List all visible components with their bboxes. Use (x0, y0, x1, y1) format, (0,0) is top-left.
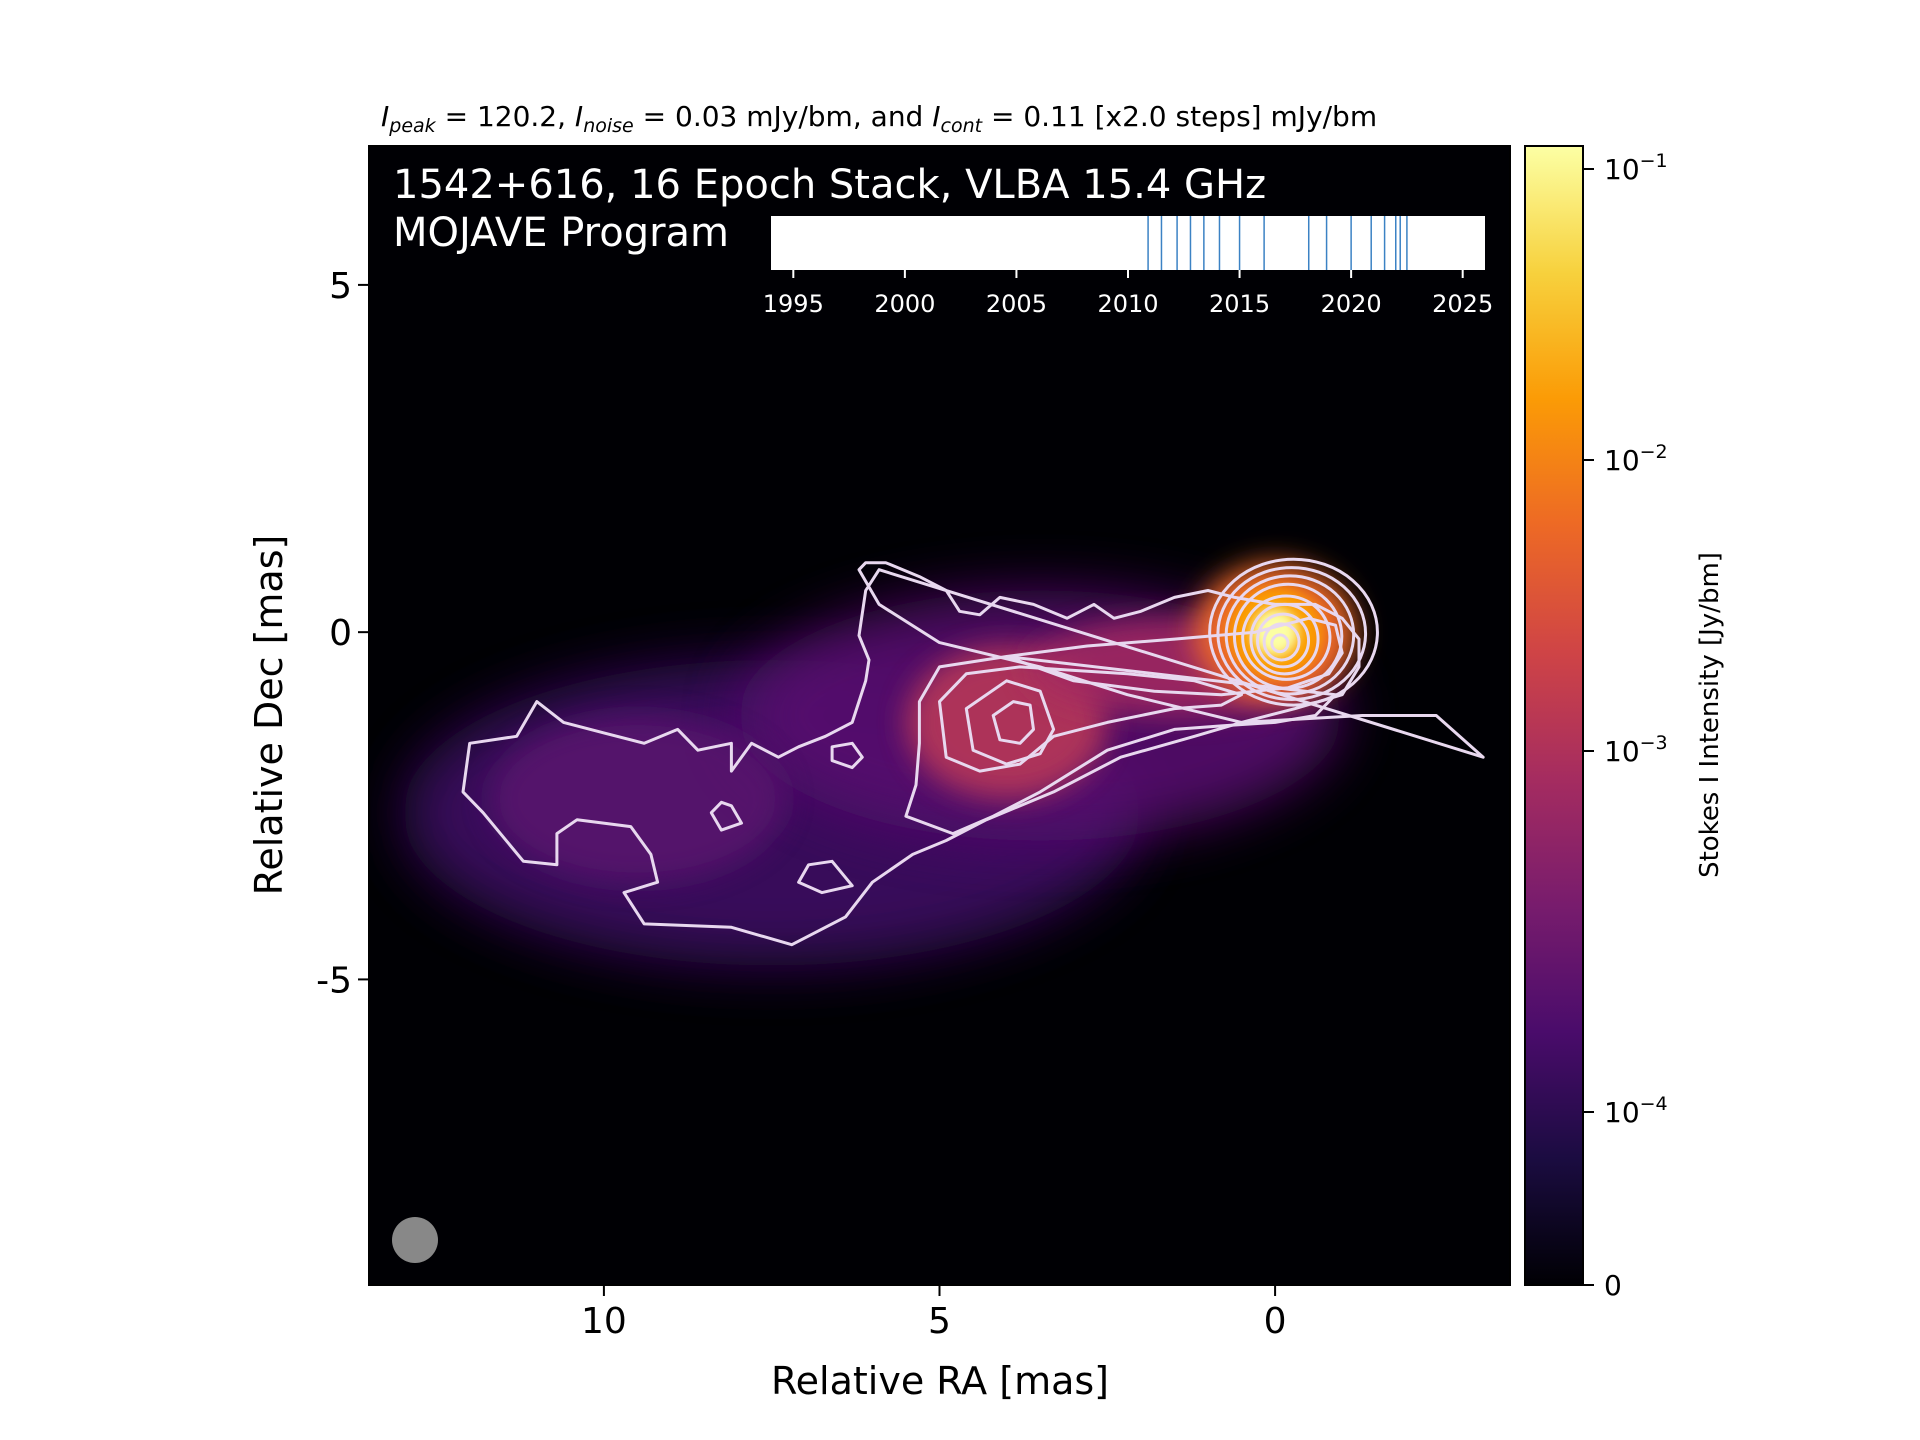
core-contour-8 (1270, 633, 1290, 654)
intensity-image (402, 557, 1485, 966)
timeline-tick-label-2: 2005 (986, 290, 1047, 318)
x-tick-label-0: 10 (581, 1301, 627, 1342)
timeline-tick-label-1: 2000 (874, 290, 935, 318)
colorbar (1524, 145, 1584, 1286)
core-contour-6 (1256, 612, 1311, 669)
core-contour-4 (1241, 594, 1332, 681)
x-axis-label: Relative RA [mas] (771, 1359, 1109, 1403)
x-tick-label-1: 5 (928, 1301, 951, 1342)
contour-5 (797, 859, 854, 895)
colorbar-label: Stokes I Intensity [Jy/bm] (1695, 552, 1725, 878)
contour-4 (991, 700, 1035, 745)
timeline-tick-label-5: 2020 (1321, 290, 1382, 318)
core-contour-7 (1262, 622, 1301, 662)
timeline-tick-label-0: 1995 (763, 290, 824, 318)
contour-1 (904, 616, 1344, 836)
colorbar-tick-label-1: 10−2 (1604, 441, 1668, 477)
beam-ellipse (392, 1217, 438, 1263)
plot-title-line1: 1542+616, 16 Epoch Stack, VLBA 15.4 GHz (393, 162, 1266, 208)
plot-title-line2: MOJAVE Program (393, 210, 729, 256)
contour-7 (709, 800, 743, 832)
contour-0 (461, 561, 1485, 947)
colorbar-tick-label-4: 0 (1604, 1269, 1622, 1302)
core-contour-2 (1224, 574, 1356, 696)
x-tick-label-2: 0 (1264, 1301, 1287, 1342)
core-contour-0 (1208, 557, 1379, 707)
y-tick-label-0: 5 (329, 266, 352, 307)
colorbar-tick-label-2: 10−3 (1604, 732, 1668, 768)
header-info: Ipeak = 120.2, Inoise = 0.03 mJy/bm, and… (381, 100, 1377, 137)
timeline-tick-label-4: 2015 (1209, 290, 1270, 318)
contour-2 (938, 665, 1243, 773)
contour-3 (964, 679, 1056, 766)
core-contour-3 (1232, 582, 1344, 690)
core-contour-1 (1216, 566, 1368, 702)
colorbar-tick-label-0: 10−1 (1604, 150, 1668, 186)
y-tick-label-2: -5 (316, 960, 352, 1001)
timeline-tick-label-3: 2010 (1097, 290, 1158, 318)
timeline-tick-label-6: 2025 (1432, 290, 1493, 318)
emission-blob-2 (489, 715, 786, 883)
y-axis-label: Relative Dec [mas] (247, 535, 291, 896)
core-contour-5 (1249, 602, 1320, 676)
contour-6 (830, 741, 864, 770)
y-tick-label-1: 0 (329, 613, 352, 654)
colorbar-tick-label-3: 10−4 (1604, 1093, 1668, 1129)
epoch-timeline: 1995 2000 2005 2010 2015 2020 2025 (763, 216, 1493, 318)
